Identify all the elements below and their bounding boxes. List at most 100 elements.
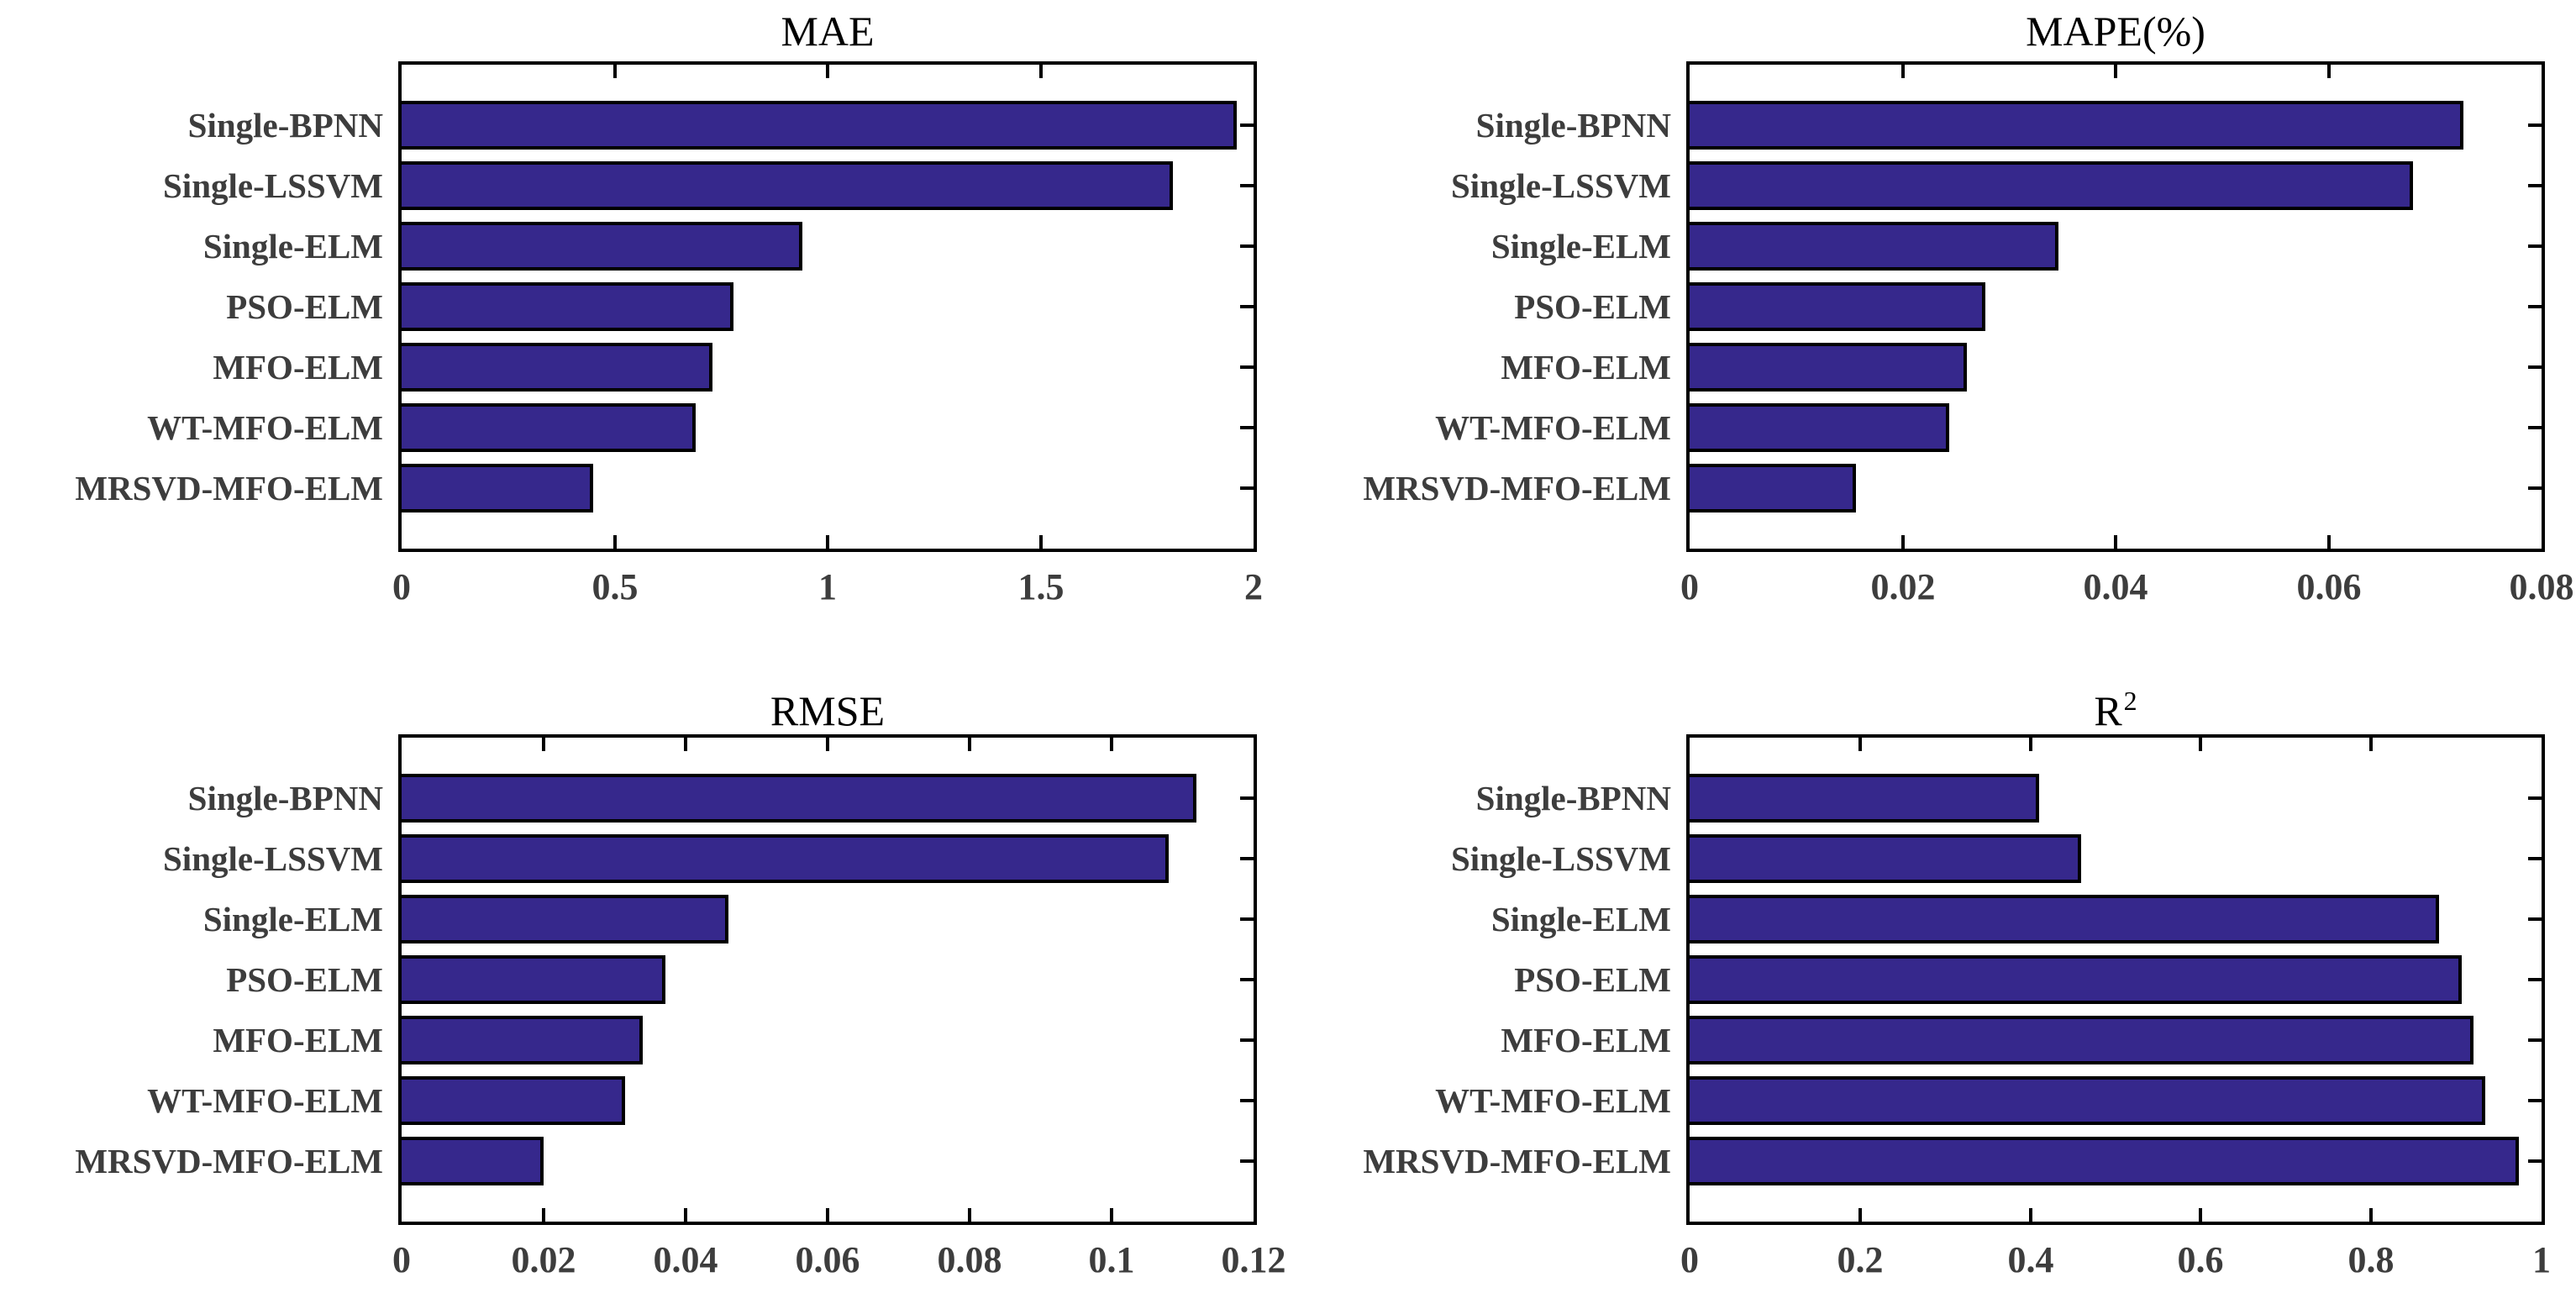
y-axis-label: Single-BPNN <box>187 779 383 817</box>
y-tick-mark <box>2528 305 2542 308</box>
x-tick-mark <box>1901 65 1905 78</box>
chart-title: MAE <box>398 7 1257 55</box>
x-tick-label: 0.04 <box>653 1239 718 1280</box>
bar-mrsvd-mfo-elm <box>402 464 593 512</box>
y-axis-label: PSO-ELM <box>226 287 383 326</box>
x-tick-mark <box>2369 738 2373 751</box>
x-tick-label: 0.4 <box>2007 1239 2054 1280</box>
chart-title: R2 <box>1686 686 2545 735</box>
x-tick-mark <box>2029 1208 2032 1222</box>
bar-single-elm <box>402 222 802 271</box>
bar-single-bpnn <box>1690 101 2463 150</box>
x-tick-mark <box>2199 1208 2202 1222</box>
bar-mfo-elm <box>402 1016 643 1064</box>
y-axis-label: Single-LSSVM <box>1451 166 1671 205</box>
y-axis-label: WT-MFO-ELM <box>1435 1081 1671 1120</box>
x-tick-label: 0.04 <box>2083 566 2148 607</box>
x-tick-label: 1 <box>818 566 837 607</box>
y-axis-label: MRSVD-MFO-ELM <box>1363 1142 1671 1180</box>
y-tick-mark <box>2528 426 2542 429</box>
y-axis-label: Single-LSSVM <box>163 839 383 878</box>
x-tick-mark <box>826 1208 829 1222</box>
y-tick-mark <box>2528 1038 2542 1042</box>
y-axis-label: MRSVD-MFO-ELM <box>75 469 383 507</box>
bar-single-lssvm <box>402 161 1173 210</box>
y-tick-mark <box>2528 1159 2542 1163</box>
chart-title-text: MAPE(%) <box>2026 8 2205 55</box>
x-tick-mark <box>542 738 545 751</box>
x-tick-mark <box>542 1208 545 1222</box>
y-tick-mark <box>1240 857 1254 860</box>
bar-mfo-elm <box>1690 343 1967 392</box>
y-tick-mark <box>1240 124 1254 127</box>
chart-title-superscript: 2 <box>2123 686 2137 717</box>
y-axis-label: PSO-ELM <box>1514 960 1671 999</box>
x-tick-label: 0.8 <box>2347 1239 2395 1280</box>
y-axis-label: MRSVD-MFO-ELM <box>1363 469 1671 507</box>
bar-mrsvd-mfo-elm <box>1690 464 1856 512</box>
x-tick-mark <box>1858 738 1862 751</box>
y-axis-label: MFO-ELM <box>1501 1021 1671 1059</box>
x-tick-label: 0.02 <box>1870 566 1936 607</box>
y-axis-label: Single-BPNN <box>1475 106 1671 145</box>
x-tick-mark <box>2199 738 2202 751</box>
bar-pso-elm <box>1690 955 2462 1004</box>
y-axis-label: PSO-ELM <box>1514 287 1671 326</box>
chart-mae: MAE Single-BPNN Single-LSSVM Single-ELM PSO-… <box>0 0 1288 647</box>
y-tick-mark <box>1240 184 1254 187</box>
y-axis-label: Single-ELM <box>202 900 383 938</box>
chart-title: MAPE(%) <box>1686 7 2545 55</box>
bar-pso-elm <box>402 955 665 1004</box>
y-axis-label: PSO-ELM <box>226 960 383 999</box>
x-tick-label: 1 <box>2532 1239 2551 1280</box>
y-tick-mark <box>1240 305 1254 308</box>
x-tick-mark <box>2327 65 2331 78</box>
y-tick-mark <box>2528 978 2542 981</box>
y-tick-mark <box>1240 1038 1254 1042</box>
bar-single-lssvm <box>402 834 1169 883</box>
x-tick-label: 0.02 <box>511 1239 576 1280</box>
y-axis-label: Single-BPNN <box>1475 779 1671 817</box>
bar-wt-mfo-elm <box>402 403 696 452</box>
bar-single-bpnn <box>402 101 1237 150</box>
bar-pso-elm <box>1690 282 1985 331</box>
y-axis-label: Single-LSSVM <box>1451 839 1671 878</box>
y-tick-mark <box>1240 244 1254 248</box>
x-tick-mark <box>826 535 829 549</box>
x-tick-label: 0.2 <box>1837 1239 1884 1280</box>
bar-mfo-elm <box>402 343 712 392</box>
chart-title-text: MAE <box>781 8 875 55</box>
y-axis-label: MFO-ELM <box>213 348 383 386</box>
y-tick-mark <box>2528 857 2542 860</box>
x-tick-mark <box>613 65 617 78</box>
x-tick-label: 0.1 <box>1088 1239 1135 1280</box>
chart-mape: MAPE(%) Single-BPNN Single-LSSVM Single-ELM… <box>1288 0 2576 647</box>
x-tick-label: 0 <box>392 566 411 607</box>
bar-single-lssvm <box>1690 161 2413 210</box>
y-axis-label: Single-LSSVM <box>163 166 383 205</box>
x-tick-label: 0 <box>1680 566 1699 607</box>
x-tick-label: 0.08 <box>2509 566 2574 607</box>
y-tick-mark <box>1240 1159 1254 1163</box>
y-tick-mark <box>2528 365 2542 369</box>
y-axis-label: Single-BPNN <box>187 106 383 145</box>
y-tick-mark <box>2528 796 2542 800</box>
x-tick-label: 2 <box>1244 566 1263 607</box>
y-tick-mark <box>1240 796 1254 800</box>
y-tick-mark <box>1240 978 1254 981</box>
bar-single-elm <box>1690 895 2439 943</box>
bar-single-elm <box>402 895 728 943</box>
y-tick-mark <box>2528 124 2542 127</box>
x-tick-mark <box>684 1208 687 1222</box>
x-tick-label: 0.5 <box>591 566 639 607</box>
x-tick-mark <box>1110 738 1113 751</box>
x-tick-mark <box>613 535 617 549</box>
y-axis-label: MRSVD-MFO-ELM <box>75 1142 383 1180</box>
bar-wt-mfo-elm <box>1690 403 1949 452</box>
bar-wt-mfo-elm <box>402 1076 625 1125</box>
chart-title-text: R <box>2094 687 2122 734</box>
y-axis-label: WT-MFO-ELM <box>147 1081 383 1120</box>
y-axis-label: WT-MFO-ELM <box>147 408 383 447</box>
x-tick-mark <box>1110 1208 1113 1222</box>
y-tick-mark <box>1240 486 1254 490</box>
